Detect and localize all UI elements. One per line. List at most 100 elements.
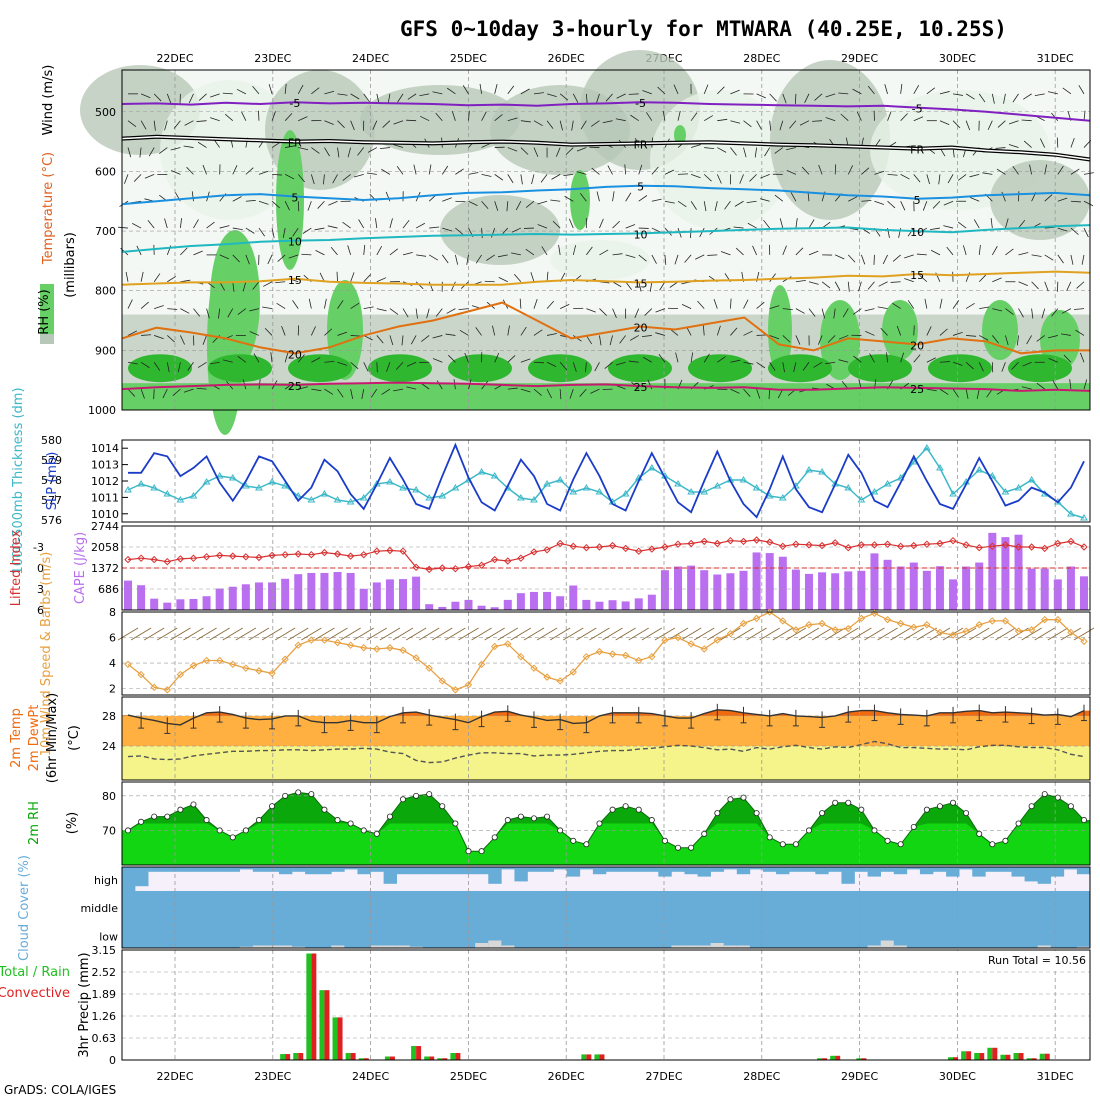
cloud-high-bar: [501, 867, 515, 870]
precip-tick-label: 1.26: [92, 1010, 117, 1023]
wind-barb: [1023, 140, 1032, 148]
cape-bar: [490, 607, 499, 610]
wind-barb: [475, 327, 482, 336]
wind-barb: [196, 387, 207, 390]
precip-conv-bar: [324, 990, 330, 1060]
wind-barb: [302, 227, 312, 234]
wind-barb: [393, 388, 404, 392]
wind-barb: [324, 120, 334, 125]
li-line: [127, 539, 1085, 571]
cape-bar: [1053, 579, 1062, 610]
wind-barb: [779, 218, 784, 229]
wind-barb: [358, 219, 365, 229]
wind-barb: [769, 120, 772, 131]
rh-region: [688, 354, 752, 383]
wind-barb: [353, 627, 374, 641]
wind-point: [490, 642, 499, 651]
wind-barb: [703, 84, 709, 95]
li-tick-label: 3: [37, 583, 44, 596]
cloud-middle-bar: [553, 891, 568, 923]
wind-barb: [406, 386, 417, 390]
cloud-high-bar: [540, 867, 554, 872]
wind-barb: [429, 226, 440, 229]
wind-barb: [507, 387, 518, 390]
rh-point: [465, 848, 472, 855]
wind-barb: [464, 352, 469, 363]
wind-barb: [1018, 308, 1024, 318]
cloud-middle-bar: [566, 891, 581, 923]
wind-barb: [804, 93, 810, 104]
li-point: [621, 544, 630, 553]
wind-barb: [1047, 91, 1058, 95]
wind-barb: [680, 627, 702, 641]
isotherm-label: 20: [910, 339, 924, 352]
wind-barb: [754, 147, 757, 158]
cloud-high-bar: [135, 867, 149, 887]
wind-barb: [520, 388, 531, 393]
wind-barb: [253, 353, 260, 363]
cape-bar: [254, 582, 263, 610]
rh-region: [160, 80, 300, 220]
wind-point: [582, 652, 591, 661]
wind-point: [124, 660, 132, 669]
wind-barb: [153, 120, 156, 131]
cape-bar: [281, 578, 290, 610]
wind-barb: [913, 116, 924, 122]
wind-barb: [219, 254, 230, 260]
wind-barb: [586, 246, 593, 256]
wind-barb: [297, 174, 305, 183]
cloud-high-bar: [213, 867, 227, 872]
wind-barb: [252, 281, 260, 290]
cloud-high-bar: [370, 867, 384, 872]
wind-barb: [919, 274, 928, 283]
bottom-date-label: 25DEC: [450, 1070, 487, 1083]
wind-barb: [396, 166, 404, 175]
wind-barb: [579, 388, 587, 397]
cloud-middle-bar: [148, 891, 162, 923]
wind-barb: [376, 335, 384, 344]
rh-point: [386, 813, 393, 820]
wind-barb: [402, 251, 413, 256]
cloud-middle-bar: [776, 891, 790, 923]
li-point: [1067, 537, 1075, 546]
cloud-high-bar: [187, 867, 201, 872]
bottom-date-label: 27DEC: [645, 1070, 682, 1083]
cape-bar: [975, 562, 984, 610]
cloud-high-bar: [802, 867, 816, 872]
wind-barb: [774, 194, 784, 202]
li-point: [582, 543, 591, 552]
wind-barb: [166, 362, 170, 373]
wind-barb: [978, 362, 984, 372]
li-point: [674, 540, 682, 548]
wind-barb: [426, 308, 430, 319]
wind-barb: [546, 361, 557, 368]
cloud-middle-bar: [475, 891, 489, 923]
top-date-label: 28DEC: [743, 52, 780, 65]
wind-barb: [196, 120, 207, 122]
wind-barb: [1005, 308, 1014, 315]
cloud-low-bar: [867, 945, 882, 948]
wind-barb: [188, 93, 194, 104]
wind-barb: [943, 225, 954, 229]
wind-barb: [415, 222, 426, 229]
rh-point: [439, 803, 446, 810]
cape-bar: [372, 582, 381, 610]
wind-barb: [180, 279, 191, 283]
wind-barb: [877, 627, 898, 641]
wind-barb: [962, 245, 967, 256]
precip-total-bar: [437, 1058, 443, 1060]
cloud-low-bg: [462, 923, 476, 948]
wind-barb: [886, 352, 888, 363]
wind-barb: [310, 174, 315, 185]
cloud-low-bg: [671, 923, 685, 948]
wind-barb: [367, 147, 378, 153]
wind-barb: [193, 219, 199, 229]
cloud-low-bg: [959, 923, 973, 948]
rh-point: [1015, 820, 1022, 827]
wind-barb: [191, 191, 194, 202]
wind-barb: [432, 627, 453, 641]
wind-barb: [258, 200, 269, 205]
wind-barb: [900, 352, 904, 363]
